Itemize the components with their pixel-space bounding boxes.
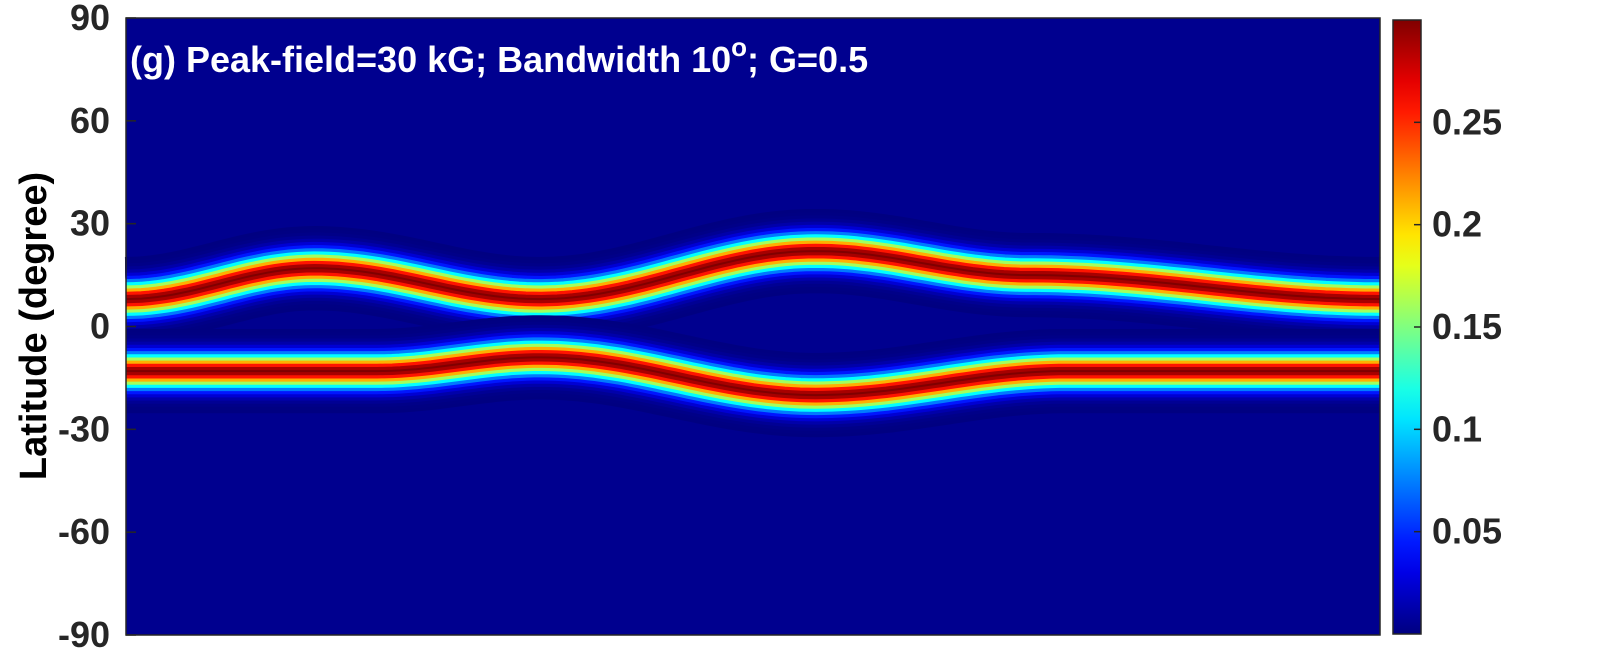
y-axis-label: Latitude (degree): [13, 172, 55, 480]
y-tick-label: 30: [70, 203, 110, 244]
panel-title-superscript: o: [731, 32, 747, 62]
panel-title-main: (g) Peak-field=30 kG; Bandwidth 10: [130, 39, 731, 80]
colorbar-tick-label: 0.25: [1432, 101, 1502, 142]
y-tick-label: -30: [58, 408, 110, 449]
colorbar-tick-label: 0.1: [1432, 408, 1482, 449]
y-tick-label: 60: [70, 100, 110, 141]
panel-title: (g) Peak-field=30 kG; Bandwidth 10o; G=0…: [130, 32, 868, 80]
band-1-level-14: [125, 250, 1381, 301]
colorbar-tick-label: 0.05: [1432, 511, 1502, 552]
y-tick-label: -60: [58, 511, 110, 552]
colorbar-ticks: 0.05 0.1 0.15 0.2 0.25: [1414, 101, 1502, 552]
band-1: [124, 208, 1381, 342]
y-axis-ticks: 90 60 30 0 -30 -60 -90: [58, 0, 136, 655]
colorbar-tick-label: 0.2: [1432, 204, 1482, 245]
band-2: [126, 315, 1380, 438]
y-tick-label: 90: [70, 0, 110, 38]
y-tick-label: 0: [90, 306, 110, 347]
band-2-level-14: [126, 356, 1380, 397]
colorbar-tick-label: 0.15: [1432, 306, 1502, 347]
y-tick-label: -90: [58, 614, 110, 655]
panel-title-suffix: ; G=0.5: [747, 39, 868, 80]
heatmap-bands: [124, 208, 1381, 438]
plot-background: [126, 18, 1380, 635]
